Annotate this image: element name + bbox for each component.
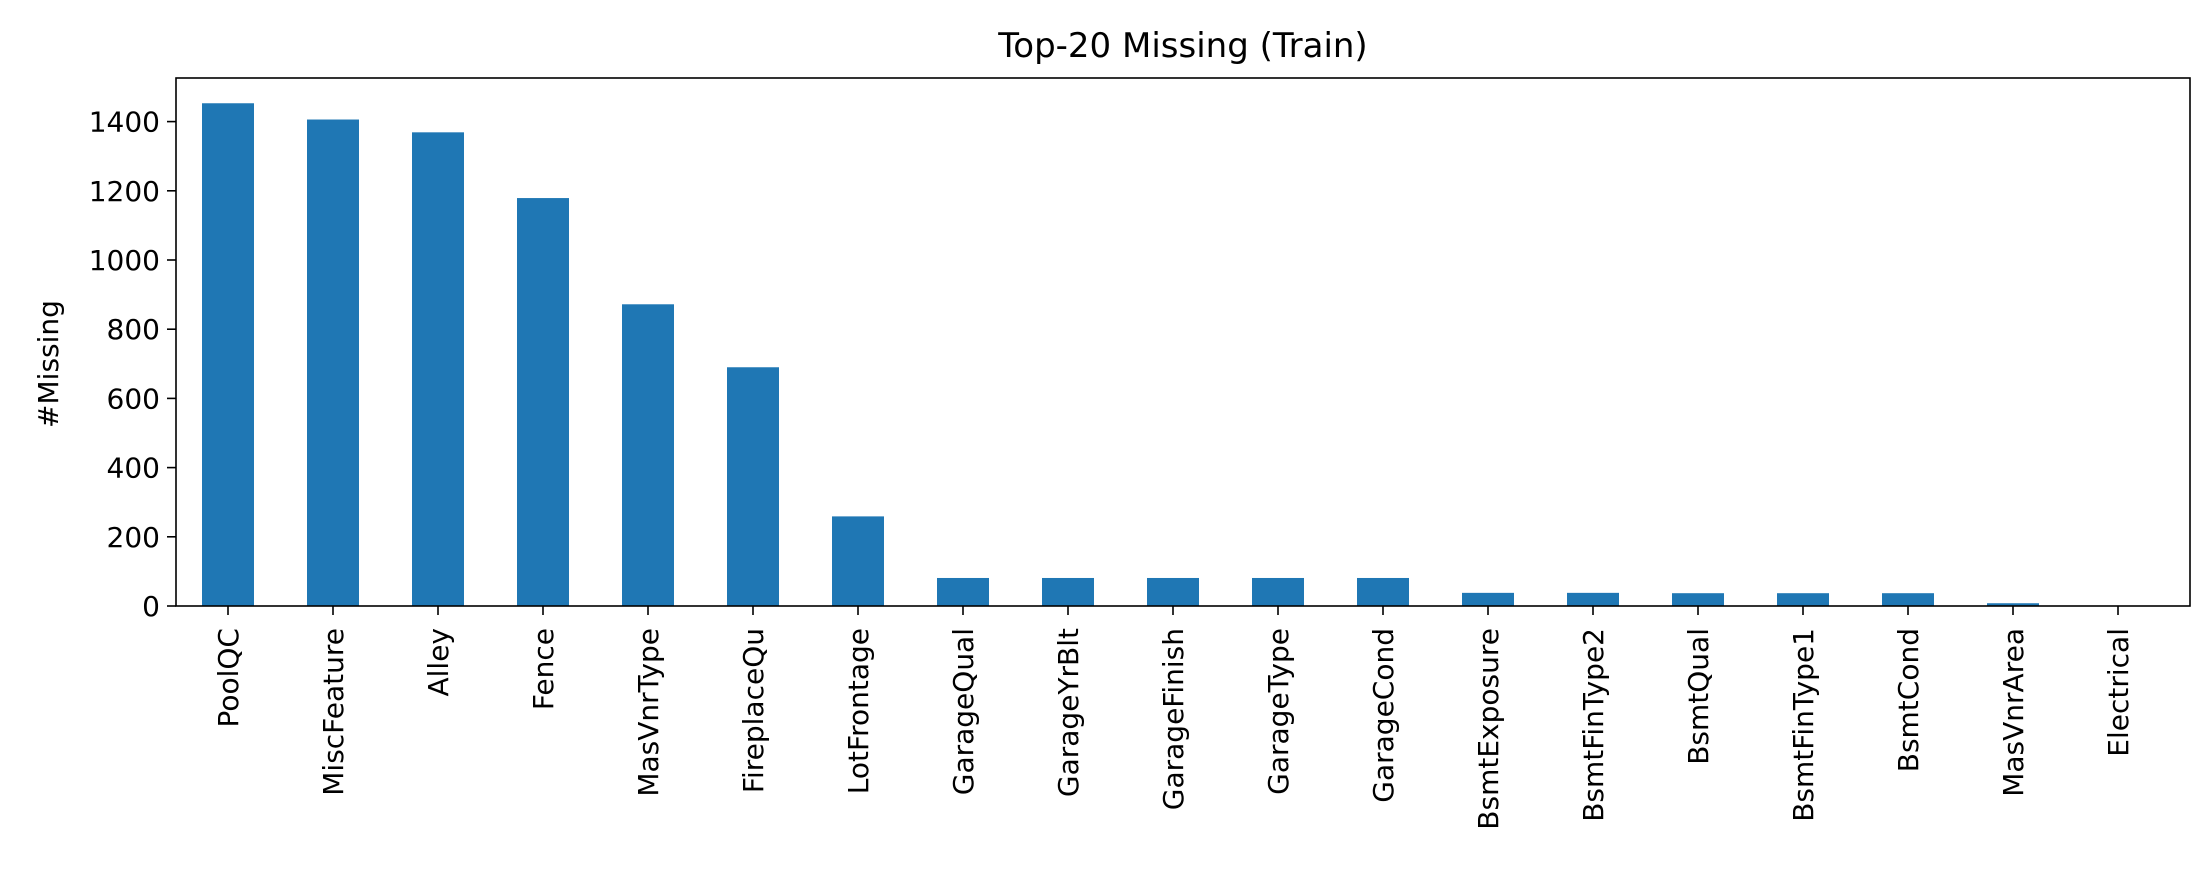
x-tick-label: FireplaceQu	[737, 628, 770, 793]
chart-title: Top-20 Missing (Train)	[997, 26, 1367, 66]
bars-group	[202, 103, 2144, 607]
y-tick-label: 200	[107, 521, 160, 554]
bar-garagecond	[1357, 577, 1409, 606]
bar-garagequal	[937, 577, 989, 606]
bar-poolqc	[202, 103, 254, 607]
x-tick-label: BsmtCond	[1892, 628, 1925, 772]
x-tick-label: MasVnrType	[632, 628, 665, 797]
y-tick-label: 1400	[89, 106, 160, 139]
y-axis-ticks: 0 200 400 600 800 1000 1200 1400	[89, 106, 176, 623]
x-tick-label: Electrical	[2102, 628, 2135, 757]
y-tick-label: 800	[107, 313, 160, 346]
x-tick-label: GarageCond	[1367, 628, 1400, 803]
x-tick-label: BsmtFinType1	[1787, 628, 1820, 822]
x-tick-label: MiscFeature	[317, 628, 350, 796]
x-tick-label: Alley	[422, 628, 455, 697]
x-tick-label: GarageQual	[947, 628, 980, 795]
bar-bsmtqual	[1672, 593, 1724, 606]
x-tick-label: MasVnrArea	[1997, 628, 2030, 797]
y-tick-label: 1200	[89, 175, 160, 208]
x-tick-label: BsmtQual	[1682, 628, 1715, 765]
plot-frame	[175, 77, 2191, 607]
bar-lotfrontage	[832, 516, 884, 606]
x-tick-label: LotFrontage	[842, 628, 875, 794]
bar-garagefinish	[1147, 577, 1199, 606]
x-tick-label: PoolQC	[212, 628, 245, 728]
bar-bsmtfintype1	[1777, 593, 1829, 606]
x-tick-label: GarageFinish	[1157, 628, 1190, 810]
x-tick-label: BsmtExposure	[1472, 628, 1505, 830]
bar-fence	[517, 198, 569, 606]
bar-fireplacequ	[727, 367, 779, 606]
bar-garageyrblt	[1042, 577, 1094, 606]
bar-masvnrarea	[1987, 603, 2039, 606]
bar-bsmtexposure	[1462, 592, 1514, 606]
x-tick-label: GarageType	[1262, 628, 1295, 795]
y-axis-label: #Missing	[32, 300, 65, 428]
bar-miscfeature	[307, 119, 359, 606]
x-axis-ticks: PoolQC MiscFeature Alley Fence MasVnrType Fir…	[212, 606, 2135, 830]
y-tick-label: 600	[107, 382, 160, 415]
bar-garagetype	[1252, 577, 1304, 606]
bar-alley	[412, 132, 464, 606]
x-tick-label: GarageYrBlt	[1052, 628, 1085, 797]
bar-masvnrtype	[622, 304, 674, 606]
bar-bsmtfintype2	[1567, 592, 1619, 606]
y-tick-label: 400	[107, 452, 160, 485]
x-tick-label: BsmtFinType2	[1577, 628, 1610, 822]
y-tick-label: 1000	[89, 244, 160, 277]
y-tick-label: 0	[142, 590, 160, 623]
bar-bsmtcond	[1882, 593, 1934, 606]
x-tick-label: Fence	[527, 628, 560, 710]
